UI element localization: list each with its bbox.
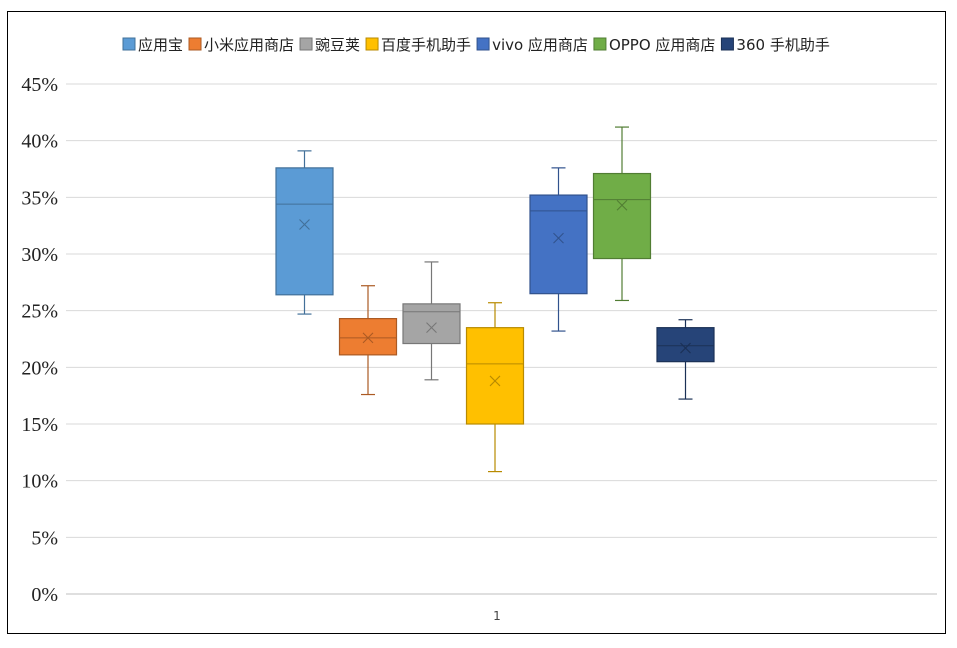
mean-marker: [680, 342, 691, 354]
legend-label: 百度手机助手: [381, 36, 471, 54]
legend-swatch: [476, 37, 490, 51]
boxplot-chart: 0% 5% 10% 15% 20% 25% 30% 35% 40% 45% 应用宝 小米应用商店 豌豆…: [21, 36, 937, 623]
legend-swatch: [593, 37, 607, 51]
box-iqr: [465, 327, 525, 425]
mean-marker: [616, 199, 628, 211]
legend-label: 豌豆荚: [315, 36, 360, 54]
legend-swatch: [122, 37, 136, 51]
legend-label: 360 手机助手: [736, 36, 829, 54]
y-axis: 0% 5% 10% 15% 20% 25% 30% 35% 40% 45%: [21, 74, 58, 606]
legend-label: OPPO 应用商店: [609, 36, 715, 54]
boxes: [275, 126, 715, 473]
mean-marker-stroke: [616, 199, 628, 211]
y-tick-label: 45%: [21, 74, 58, 96]
legend-item-5: vivo 应用商店: [476, 36, 588, 54]
mean-marker: [299, 219, 310, 230]
box-6: [592, 126, 652, 302]
y-tick-label: 25%: [21, 301, 58, 323]
chart-frame: 0% 5% 10% 15% 20% 25% 30% 35% 40% 45% 应用宝 小米应用商店 豌豆…: [7, 11, 946, 634]
mean-marker-stroke: [489, 375, 501, 387]
legend-label: 应用宝: [138, 36, 183, 54]
box-iqr: [338, 318, 398, 356]
y-tick-label: 30%: [21, 244, 58, 266]
box-iqr: [656, 327, 715, 363]
y-tick-label: 5%: [31, 527, 58, 549]
legend-item-6: OPPO 应用商店: [593, 36, 715, 54]
legend-swatch: [720, 37, 734, 51]
box-3: [402, 261, 461, 381]
legend-swatch: [365, 37, 379, 51]
mean-marker-stroke: [553, 232, 564, 244]
box-iqr: [402, 303, 461, 345]
legend-item-2: 小米应用商店: [188, 36, 294, 54]
mean-marker-stroke: [680, 342, 691, 354]
legend-item-3: 豌豆荚: [299, 36, 360, 54]
x-category-label: 1: [493, 609, 501, 623]
legend-item-7: 360 手机助手: [720, 36, 830, 54]
mean-marker-stroke: [362, 332, 374, 344]
box-iqr: [529, 194, 588, 295]
box-iqr: [275, 167, 334, 296]
legend-swatch: [188, 37, 202, 51]
legend: 应用宝 小米应用商店 豌豆荚 百度手机助手 vivo 应用商店 OPPO 应用商店 360 …: [122, 36, 830, 54]
box-iqr: [592, 172, 652, 260]
y-tick-label: 20%: [21, 357, 58, 379]
y-tick-label: 10%: [21, 471, 58, 493]
legend-label: 小米应用商店: [204, 36, 294, 54]
y-tick-label: 15%: [21, 414, 58, 436]
legend-label: vivo 应用商店: [492, 36, 588, 54]
box-4: [465, 302, 525, 473]
legend-item-1: 应用宝: [122, 36, 183, 54]
y-tick-label: 40%: [21, 131, 58, 153]
box-2: [338, 285, 398, 396]
box-1: [275, 150, 334, 315]
mean-marker-stroke: [299, 219, 310, 230]
box-7: [656, 319, 715, 400]
mean-marker: [362, 332, 374, 344]
mean-marker: [553, 232, 564, 244]
mean-marker-stroke: [426, 322, 437, 334]
y-tick-label: 0%: [31, 584, 58, 606]
legend-swatch: [299, 37, 313, 51]
box-5: [529, 167, 588, 332]
legend-item-4: 百度手机助手: [365, 36, 471, 54]
y-tick-label: 35%: [21, 187, 58, 209]
mean-marker: [426, 322, 437, 334]
mean-marker: [489, 375, 501, 387]
